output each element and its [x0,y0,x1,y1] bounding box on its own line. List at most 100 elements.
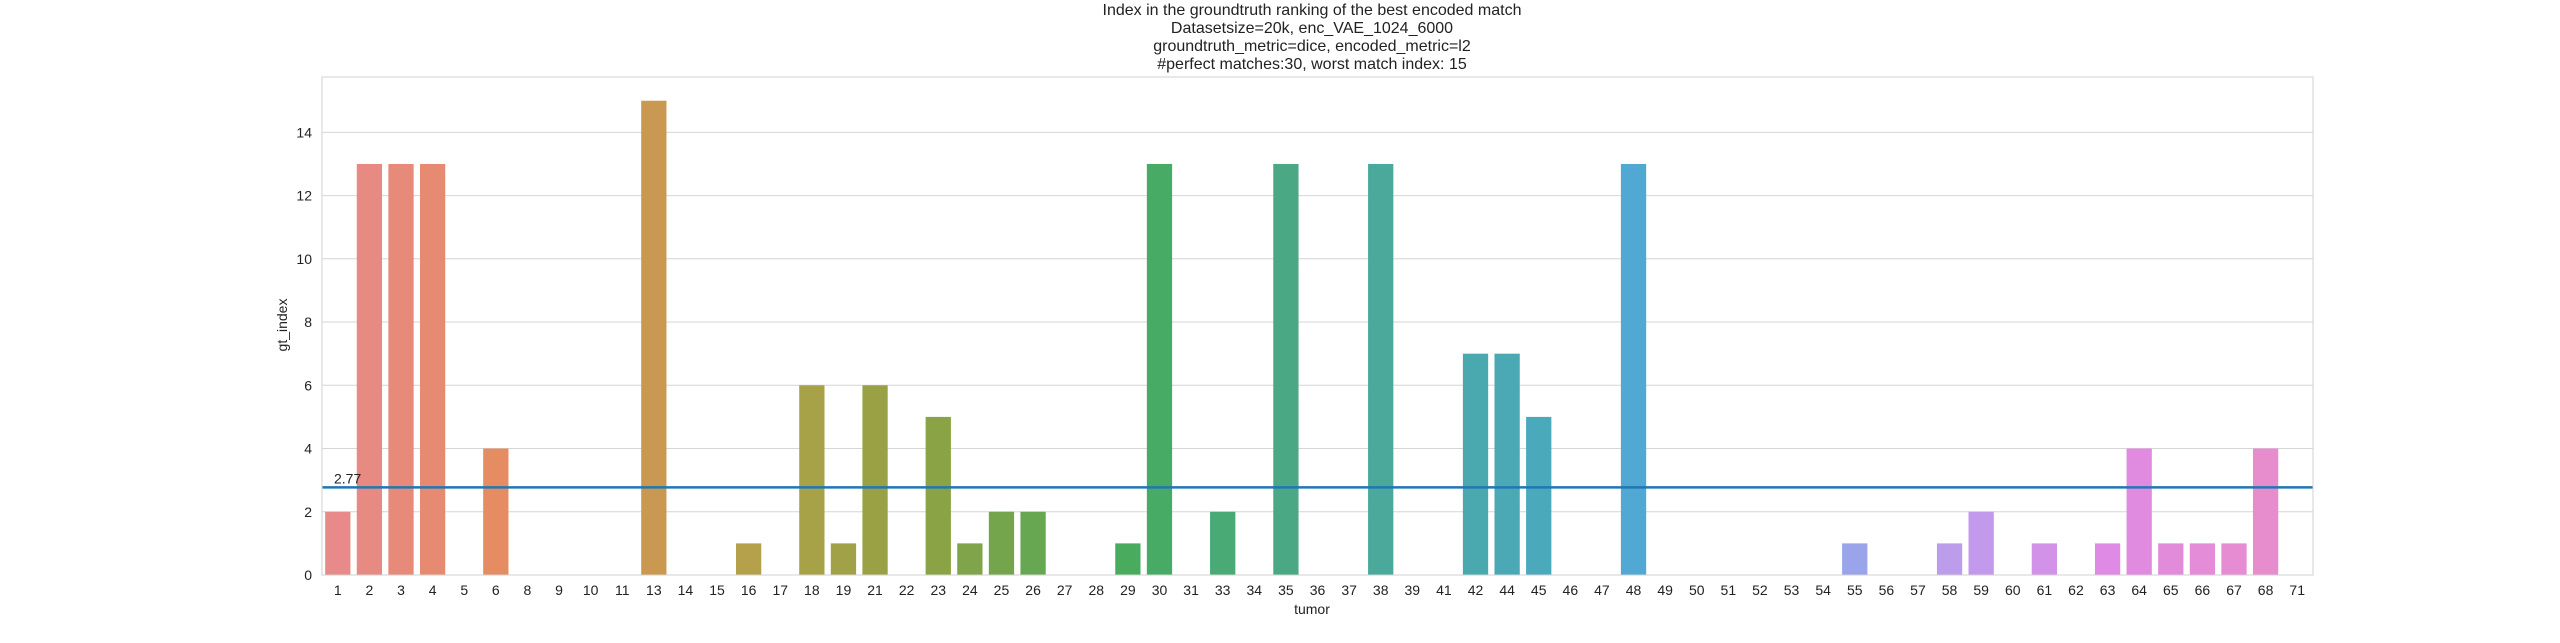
bar-30 [1146,163,1173,575]
x-tick-label: 2 [366,582,374,598]
x-tick-label: 34 [1247,582,1263,598]
x-tick-label: 51 [1721,582,1737,598]
bar-26 [1020,511,1046,575]
x-tick-label: 21 [867,582,883,598]
title-line-2: Datasetsize=20k, enc_VAE_1024_6000 [1171,20,1453,37]
x-tick-label: 28 [1088,582,1104,598]
x-tick-label: 8 [524,582,532,598]
plot-frame [321,76,2314,576]
x-tick-label: 26 [1025,582,1041,598]
x-tick-label: 38 [1373,582,1389,598]
bar-16 [736,543,762,575]
title-line-1: Index in the groundtruth ranking of the … [1103,2,1522,19]
mean-line-label: 2.77 [334,470,361,486]
x-tick-label: 17 [772,582,788,598]
bar-65 [2158,543,2184,575]
x-tick-label: 53 [1784,582,1800,598]
x-tick-label: 13 [646,582,662,598]
bar-3 [388,163,414,575]
bar-29 [1115,543,1141,575]
bar-61 [2031,543,2058,575]
x-tick-label: 49 [1657,582,1673,598]
x-tick-label: 61 [2037,582,2053,598]
x-tick-label: 9 [555,582,563,598]
x-tick-label: 42 [1468,582,1484,598]
bar-59 [1968,511,1994,575]
x-tick-label: 58 [1942,582,1958,598]
x-tick-label: 10 [583,582,599,598]
y-axis-label: gt_index [274,299,290,352]
mean-line-group: 2.77 [322,470,2313,489]
x-tick-label: 57 [1910,582,1926,598]
bar-18 [799,385,825,575]
x-tick-label: 35 [1278,582,1294,598]
y-tick-label: 2 [304,504,312,520]
y-tick-label: 12 [296,188,312,204]
bar-35 [1273,163,1299,575]
bar-23 [925,416,951,575]
bar-1 [325,511,351,575]
y-gridlines [322,131,2313,513]
bar-13 [641,100,667,575]
x-tick-label: 1 [334,582,342,598]
bar-45 [1526,416,1552,575]
x-tick-label: 67 [2226,582,2242,598]
x-tick-label: 24 [962,582,978,598]
bar-33 [1210,511,1236,575]
x-tick-label: 25 [994,582,1010,598]
x-tick-label: 39 [1405,582,1421,598]
x-axis-label: tumor [1294,601,1330,617]
x-tick-label: 47 [1594,582,1610,598]
x-tick-label: 37 [1341,582,1357,598]
x-tick-label: 54 [1815,582,1831,598]
x-tick-labels: 1 2 3 4 5 6 8 9 10 11 13 14 15 16 17 18 19 21 22 23 24 25 26 27… [334,582,2305,598]
x-tick-label: 31 [1183,582,1199,598]
x-tick-label: 46 [1563,582,1579,598]
x-tick-label: 22 [899,582,915,598]
bar-67 [2221,543,2247,575]
x-tick-label: 16 [741,582,757,598]
x-tick-label: 29 [1120,582,1136,598]
x-tick-label: 33 [1215,582,1231,598]
x-tick-label: 44 [1499,582,1515,598]
y-tick-label: 14 [296,124,312,140]
bar-24 [957,543,983,575]
x-tick-label: 41 [1436,582,1452,598]
bar-63 [2094,543,2121,575]
x-tick-label: 71 [2289,582,2305,598]
y-tick-label: 10 [296,251,312,267]
y-tick-labels: 0 2 4 6 8 10 12 14 [296,124,312,583]
bar-68 [2252,448,2279,575]
x-tick-label: 3 [397,582,405,598]
y-tick-label: 8 [304,314,312,330]
x-tick-label: 68 [2258,582,2274,598]
title-line-4: #perfect matches:30, worst match index: … [1157,56,1467,73]
x-tick-label: 36 [1310,582,1326,598]
bar-44 [1494,353,1520,575]
x-tick-label: 11 [615,582,630,598]
bar-21 [862,385,888,575]
x-tick-label: 52 [1752,582,1768,598]
bar-38 [1368,163,1394,575]
x-tick-label: 18 [804,582,820,598]
y-tick-label: 6 [304,377,312,393]
bar-19 [830,543,857,575]
bar-48 [1620,163,1647,575]
bars [325,100,2279,575]
x-tick-label: 15 [709,582,725,598]
x-tick-label: 50 [1689,582,1705,598]
x-tick-label: 63 [2100,582,2116,598]
bar-58 [1936,543,1963,575]
x-tick-label: 56 [1879,582,1895,598]
bar-42 [1462,353,1489,575]
title-line-3: groundtruth_metric=dice, encoded_metric=… [1153,38,1471,55]
bar-66 [2189,543,2216,575]
x-tick-label: 6 [492,582,500,598]
x-tick-label: 59 [1973,582,1989,598]
bar-4 [419,163,446,575]
x-tick-label: 30 [1152,582,1168,598]
y-tick-label: 0 [304,567,312,583]
x-tick-label: 60 [2005,582,2021,598]
x-tick-label: 14 [678,582,694,598]
